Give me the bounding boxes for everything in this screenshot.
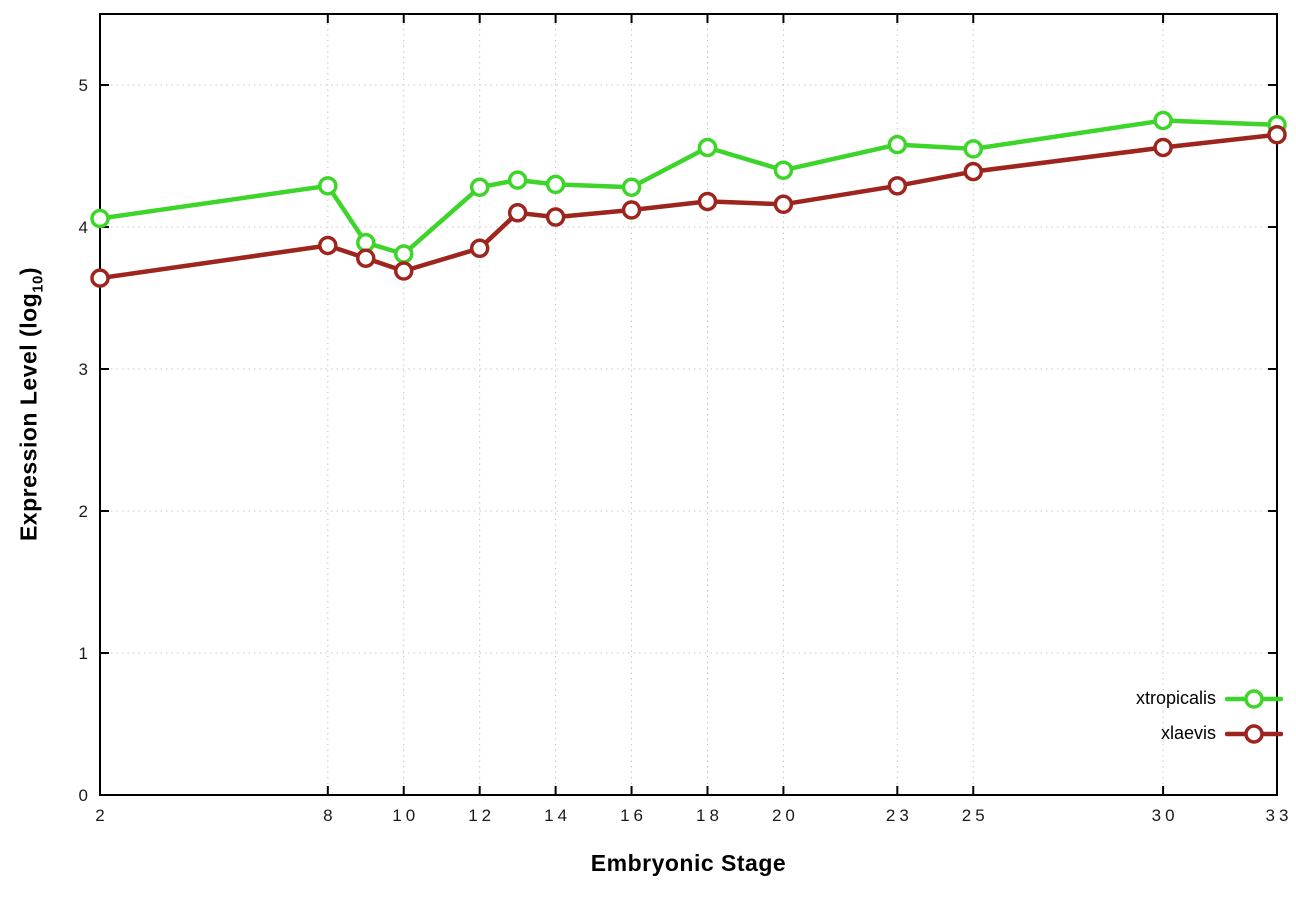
svg-text:4: 4 (79, 218, 89, 237)
svg-text:8: 8 (323, 806, 336, 825)
y-axis-title: Expression Level (log10) (16, 267, 47, 541)
legend: xtropicalis xlaevis (1136, 681, 1283, 751)
y-axis-title-subscript: 10 (29, 275, 47, 293)
svg-text:12: 12 (468, 806, 495, 825)
svg-text:10: 10 (392, 806, 419, 825)
legend-label-xlaevis: xlaevis (1160, 723, 1216, 743)
svg-text:16: 16 (620, 806, 647, 825)
svg-text:14: 14 (544, 806, 571, 825)
legend-marker-xtropicalis (1225, 688, 1283, 709)
svg-text:5: 5 (79, 76, 89, 95)
svg-text:20: 20 (772, 806, 799, 825)
svg-text:2: 2 (95, 806, 108, 825)
svg-text:3: 3 (79, 360, 89, 379)
x-axis-title: Embryonic Stage (590, 850, 787, 876)
svg-text:18: 18 (696, 806, 723, 825)
legend-marker-xlaevis (1225, 723, 1283, 744)
legend-label-xtropicalis: xtropicalis (1135, 688, 1216, 708)
svg-text:1: 1 (79, 644, 89, 663)
y-axis-title-text: Expression Level (log (15, 292, 42, 542)
legend-item-xlaevis: xlaevis (1136, 716, 1283, 751)
svg-text:0: 0 (79, 786, 89, 805)
svg-text:23: 23 (886, 806, 913, 825)
svg-text:2: 2 (79, 502, 89, 521)
svg-text:30: 30 (1152, 806, 1179, 825)
legend-item-xtropicalis: xtropicalis (1136, 681, 1283, 716)
svg-text:25: 25 (962, 806, 989, 825)
svg-text:33: 33 (1266, 806, 1293, 825)
y-axis-title-close: ) (15, 266, 42, 276)
